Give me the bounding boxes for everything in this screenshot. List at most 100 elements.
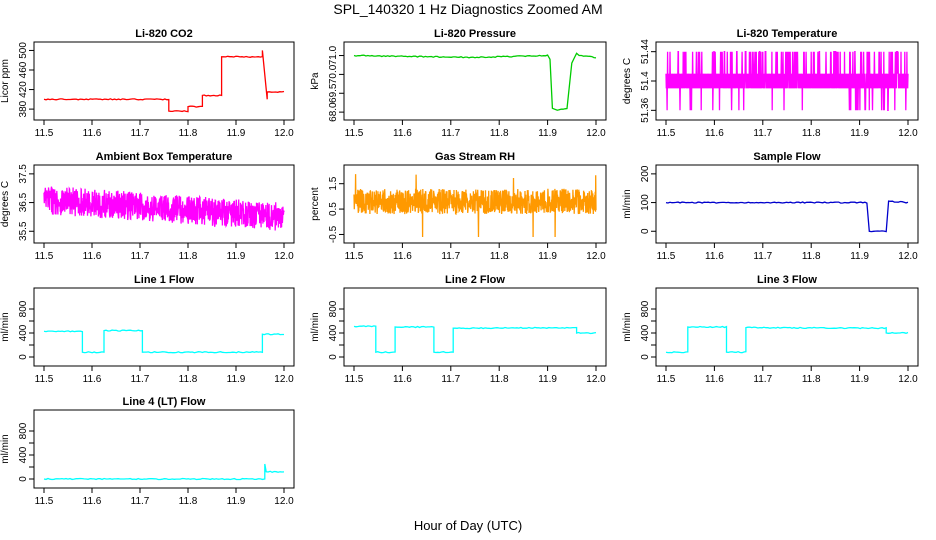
chart-panel: Li-820 CO2 Licor ppm 11.5 11.6 11.7 11.8 11.9 1… [0,28,295,139]
y-tick-label: 69.5 [328,83,339,103]
panel-title: Li-820 CO2 [135,28,192,40]
x-tick-label: 11.5 [35,251,54,262]
series-line [43,463,285,481]
x-tick-label: 11.8 [179,128,198,139]
y-tick-label: 0 [18,354,29,360]
x-tick-label: 12.0 [274,128,294,139]
y-tick-label: 0 [640,228,651,234]
x-tick-label: 11.9 [538,374,557,385]
y-tick-label: 800 [18,422,29,439]
chart-panel: Sample Flow ml/min 11.5 11.6 11.7 11.8 11.9 12.… [622,151,919,262]
x-tick-label: 11.7 [441,251,460,262]
chart-panel: Gas Stream RH percent 11.5 11.6 11.7 11.8 11.9… [310,151,607,262]
x-tick-label: 11.8 [490,128,509,139]
x-tick-label: 12.0 [586,128,606,139]
y-tick-label: 500 [18,42,29,59]
y-tick-label: 800 [640,300,651,317]
y-axis-label: degrees C [0,181,11,227]
x-tick-label: 11.5 [657,128,676,139]
series-line [665,325,909,354]
y-tick-label: 70.0 [328,64,339,84]
x-tick-label: 11.6 [393,251,412,262]
y-tick-label: 68.0 [328,102,339,122]
plot-frame [33,41,295,121]
x-tick-label: 11.6 [705,128,724,139]
x-tick-label: 11.9 [538,251,557,262]
chart-panels: Li-820 CO2 Licor ppm 11.5 11.6 11.7 11.8 11.9 1… [0,28,919,507]
panel-title: Line 2 Flow [445,274,505,286]
y-tick-label: 0 [18,476,29,482]
panel-title: Sample Flow [753,151,821,163]
chart-panel: Line 4 (LT) Flow ml/min 11.5 11.6 11.7 11.8 11… [0,396,295,507]
x-tick-label: 11.6 [705,251,724,262]
y-tick-label: 100 [640,194,651,211]
x-tick-label: 11.7 [753,128,772,139]
plot-frame [33,287,295,367]
y-axis-label: ml/min [0,312,11,341]
chart-panel: Li-820 Temperature degrees C 11.5 11.6 11.7 1… [622,28,919,139]
x-tick-label: 12.0 [274,496,294,507]
x-tick-label: 11.6 [705,374,724,385]
y-tick-label: 800 [328,300,339,317]
x-tick-label: 11.7 [753,374,772,385]
y-tick-label: 460 [18,61,29,78]
series-line [353,325,597,354]
x-tick-label: 11.8 [802,128,821,139]
x-tick-label: 11.7 [131,496,150,507]
y-tick-label: 0.5 [328,202,339,216]
x-tick-label: 11.9 [227,374,246,385]
y-tick-label: 1.5 [328,176,339,190]
series-line [665,51,909,111]
plot-frame [343,287,607,367]
y-tick-label: 35.5 [18,221,29,241]
x-tick-label: 11.8 [802,374,821,385]
x-tick-label: 11.8 [802,251,821,262]
y-tick-label: 800 [18,300,29,317]
x-tick-label: 11.6 [83,128,102,139]
y-tick-label: 0 [328,354,339,360]
x-tick-label: 11.5 [657,251,676,262]
x-tick-label: 11.5 [657,374,676,385]
x-tick-label: 12.0 [586,374,606,385]
x-tick-label: 11.7 [441,128,460,139]
x-tick-label: 11.6 [83,251,102,262]
x-tick-label: 11.9 [227,128,246,139]
x-tick-label: 11.5 [345,374,364,385]
panel-title: Li-820 Pressure [434,28,516,40]
y-tick-label: 51.36 [640,97,651,122]
y-tick-label: 51.4 [640,71,651,91]
y-tick-label: 400 [328,324,339,341]
figure-x-axis-label: Hour of Day (UTC) [414,518,522,533]
y-tick-label: 36.5 [18,192,29,212]
y-tick-label: 200 [640,165,651,182]
y-axis-label: ml/min [622,312,633,341]
x-tick-label: 11.7 [131,374,150,385]
x-tick-label: 12.0 [898,251,918,262]
panel-title: Li-820 Temperature [737,28,838,40]
y-tick-label: 71.0 [328,45,339,65]
y-tick-label: 400 [18,324,29,341]
plot-frame [343,41,607,121]
x-tick-label: 11.9 [850,251,869,262]
series-line [43,329,284,354]
y-axis-label: ml/min [622,189,633,218]
y-axis-label: percent [310,187,321,221]
y-axis-label: kPa [310,72,321,90]
series-line [43,50,285,113]
x-tick-label: 11.8 [179,496,198,507]
panel-title: Line 1 Flow [134,274,194,286]
x-tick-label: 11.9 [227,496,246,507]
plot-frame [33,164,295,244]
x-tick-label: 11.5 [345,128,364,139]
x-tick-label: 11.6 [83,496,102,507]
x-tick-label: 12.0 [274,251,294,262]
x-tick-label: 11.8 [179,251,198,262]
chart-panel: Line 3 Flow ml/min 11.5 11.6 11.7 11.8 11.9 12.… [622,274,919,385]
x-tick-label: 11.5 [35,128,54,139]
x-tick-label: 11.8 [490,374,509,385]
y-tick-label: 37.5 [18,164,29,184]
y-axis-label: degrees C [622,58,633,104]
series-line [353,174,597,238]
y-tick-label: 380 [18,100,29,117]
chart-panel: Line 1 Flow ml/min 11.5 11.6 11.7 11.8 11.9 12.… [0,274,295,385]
